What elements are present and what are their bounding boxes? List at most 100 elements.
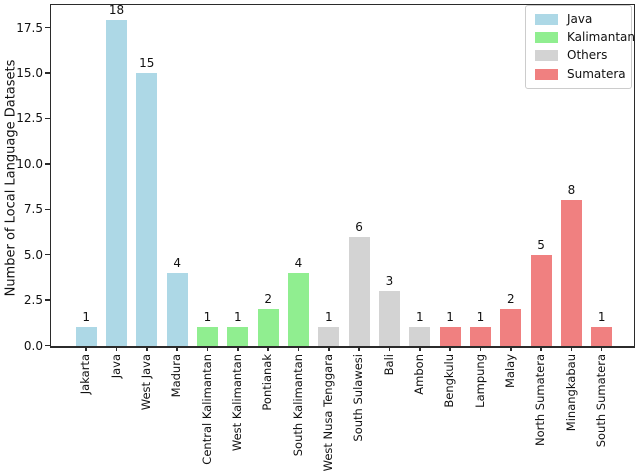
right-spine — [633, 3, 635, 348]
x-axis-labels: Jakarta Java West Java Madura Central Kalima… — [51, 354, 634, 472]
legend-label: Sumatera — [567, 66, 626, 81]
x-tick-mark — [600, 347, 603, 351]
x-label-cell: Java — [101, 354, 131, 469]
bar-value-label: 15 — [139, 56, 155, 71]
y-tick-label: 17.5 — [16, 20, 43, 35]
y-tick-label: 2.5 — [23, 293, 43, 308]
bar-slot: 1 — [405, 4, 435, 346]
bar-slot: 5 — [526, 4, 556, 346]
x-label-cell: Bali — [374, 354, 404, 469]
bar-value-label: 8 — [567, 183, 576, 198]
x-label-cell: Lampung — [465, 354, 495, 469]
y-tick-mark — [45, 117, 50, 120]
x-tick-cell — [556, 347, 586, 351]
bar-slot: 1 — [587, 4, 617, 346]
bar-slot: 6 — [344, 4, 374, 346]
x-tick-label: West Kalimantan — [230, 354, 245, 452]
x-tick-mark — [85, 347, 87, 351]
x-label-cell: Central Kalimantan — [192, 354, 222, 469]
bar-slot: 1 — [314, 4, 344, 346]
x-tick-label: Java — [108, 354, 123, 379]
x-tick-cell — [71, 347, 101, 351]
x-label-cell: Madura — [162, 354, 192, 469]
y-tick-label: 15.0 — [16, 66, 43, 81]
legend-label: Java — [567, 12, 593, 26]
y-tick-mark — [45, 72, 50, 74]
bar-value-label: 18 — [108, 3, 125, 17]
bar — [560, 200, 582, 346]
bar-slot: 8 — [556, 4, 586, 346]
y-tick-mark — [45, 208, 50, 210]
x-tick-mark — [419, 347, 421, 351]
x-tick-mark — [328, 347, 330, 351]
bar-value-label: 1 — [233, 310, 242, 325]
x-label-cell: North Sumatera — [526, 354, 556, 469]
legend-item: Sumatera — [535, 66, 627, 81]
legend-swatch — [535, 14, 558, 26]
x-label-cell: South Kalimantan — [283, 354, 313, 469]
bar — [439, 327, 461, 346]
x-tick-mark — [237, 347, 239, 351]
legend: Java Kalimantan Others Sumatera — [525, 5, 635, 89]
x-label-cell: Ambon — [405, 354, 435, 469]
bar-value-label: 2 — [506, 292, 515, 307]
bar-value-label: 1 — [476, 310, 485, 325]
bar-value-label: 5 — [537, 237, 545, 252]
x-tick-mark — [510, 347, 512, 351]
bar — [196, 327, 218, 346]
x-label-cell: South Sumatera — [587, 354, 617, 469]
y-tick-label: 12.5 — [16, 111, 43, 126]
bar-slot: 18 — [101, 4, 131, 346]
legend-item: Others — [535, 49, 627, 62]
bar-value-label: 1 — [324, 310, 333, 325]
y-axis-title: Number of Local Language Datasets — [3, 59, 19, 297]
bar-slot: 1 — [223, 4, 253, 346]
x-tick-label: Pontianak — [260, 354, 275, 411]
x-tick-label: South Sulawesi — [351, 354, 366, 442]
bar — [348, 236, 370, 346]
x-axis-line — [49, 345, 635, 348]
bar-slot: 4 — [162, 4, 192, 346]
legend-swatch — [535, 68, 558, 80]
bar-slot: 2 — [253, 4, 283, 346]
x-label-cell: Pontianak — [253, 354, 283, 469]
legend-label: Others — [567, 48, 608, 63]
y-tick-mark — [45, 163, 50, 165]
bar-slot: 4 — [283, 4, 313, 346]
bar-slot: 1 — [71, 4, 101, 346]
x-tick-label: West Nusa Tenggara — [321, 354, 336, 472]
x-tick-label: Jakarta — [78, 354, 93, 395]
y-tick-label: 0.0 — [23, 338, 43, 353]
bar-value-label: 1 — [415, 310, 424, 325]
y-tick-mark — [45, 344, 50, 347]
x-tick-label: Madura — [169, 354, 184, 398]
x-tick-cell — [162, 347, 192, 351]
bar-value-label: 1 — [446, 310, 454, 325]
bar — [500, 309, 522, 346]
legend-swatch — [535, 50, 558, 62]
x-tick-cell — [496, 347, 526, 351]
bar-value-label: 1 — [82, 310, 90, 325]
x-tick-cell — [344, 347, 374, 351]
x-tick-label: North Sumatera — [533, 354, 548, 447]
x-tick-cell — [223, 347, 253, 351]
x-tick-label: South Sumatera — [593, 354, 608, 448]
plot-area: 1 18 15 4 1 1 2 4 1 6 3 1 1 1 2 5 8 1 — [51, 4, 634, 346]
x-tick-cell — [283, 347, 313, 351]
x-tick-mark — [479, 347, 482, 351]
bar-value-label: 4 — [294, 255, 303, 270]
y-tick-mark — [45, 26, 50, 29]
bar — [409, 327, 431, 346]
x-axis-ticks — [51, 347, 634, 351]
bar — [105, 20, 127, 346]
x-tick-label: Ambon — [412, 354, 427, 395]
x-tick-mark — [540, 347, 542, 351]
bar — [591, 327, 613, 346]
y-tick-mark — [45, 299, 50, 301]
x-tick-mark — [146, 347, 148, 351]
x-label-cell: Minangkabau — [556, 354, 586, 469]
bar-slot: 2 — [496, 4, 526, 346]
x-tick-label: Bengkulu — [442, 354, 457, 408]
x-tick-cell — [101, 347, 131, 351]
